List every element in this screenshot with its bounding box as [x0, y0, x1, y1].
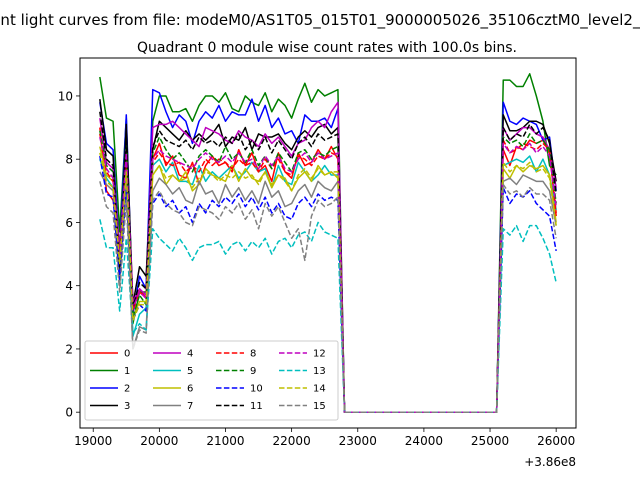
legend-label-5: 5: [187, 366, 193, 377]
figure-suptitle: Plotting quadrant light curves from file…: [0, 11, 640, 30]
legend-label-4: 4: [187, 349, 193, 360]
x-axis: 19000 20000 21000 22000 23000 24000 25000 26000: [74, 428, 575, 448]
y-tick-label: 10: [58, 89, 73, 103]
axes-frame: [79, 57, 577, 429]
legend-label-1: 1: [124, 366, 130, 377]
x-axis-offset-label: +3.86e8: [524, 455, 576, 469]
x-tick-label: 19000: [74, 434, 112, 448]
legend-label-2: 2: [124, 384, 130, 395]
y-tick-label: 4: [65, 279, 73, 293]
plot-area: [99, 73, 557, 413]
legend-label-7: 7: [187, 401, 193, 412]
x-tick-label: 20000: [140, 434, 178, 448]
x-tick-label: 24000: [405, 434, 443, 448]
chart-title: Quadrant 0 module wise count rates with …: [137, 40, 517, 56]
x-tick-label: 23000: [339, 434, 377, 448]
y-tick-label: 6: [65, 216, 73, 230]
legend-label-11: 11: [250, 401, 263, 412]
legend-label-8: 8: [250, 349, 256, 360]
y-tick-label: 2: [65, 342, 73, 356]
legend-label-12: 12: [313, 349, 326, 360]
legend-label-3: 3: [124, 401, 130, 412]
legend-box: [84, 340, 339, 421]
x-tick-label: 21000: [206, 434, 244, 448]
legend-label-10: 10: [250, 384, 263, 395]
x-tick-label: 22000: [273, 434, 311, 448]
legend-label-6: 6: [187, 384, 193, 395]
y-axis: 0 2 4 6 8 10: [58, 89, 80, 420]
y-tick-label: 8: [65, 153, 73, 167]
series-line-11: [99, 111, 557, 413]
legend-label-9: 9: [250, 366, 256, 377]
legend-label-15: 15: [313, 401, 326, 412]
y-tick-label: 0: [65, 406, 73, 420]
x-tick-label: 25000: [471, 434, 509, 448]
legend-label-13: 13: [313, 366, 326, 377]
legend-label-0: 0: [124, 349, 130, 360]
legend-label-14: 14: [313, 384, 326, 395]
x-tick-label: 26000: [537, 434, 575, 448]
series-line-15: [99, 181, 557, 413]
